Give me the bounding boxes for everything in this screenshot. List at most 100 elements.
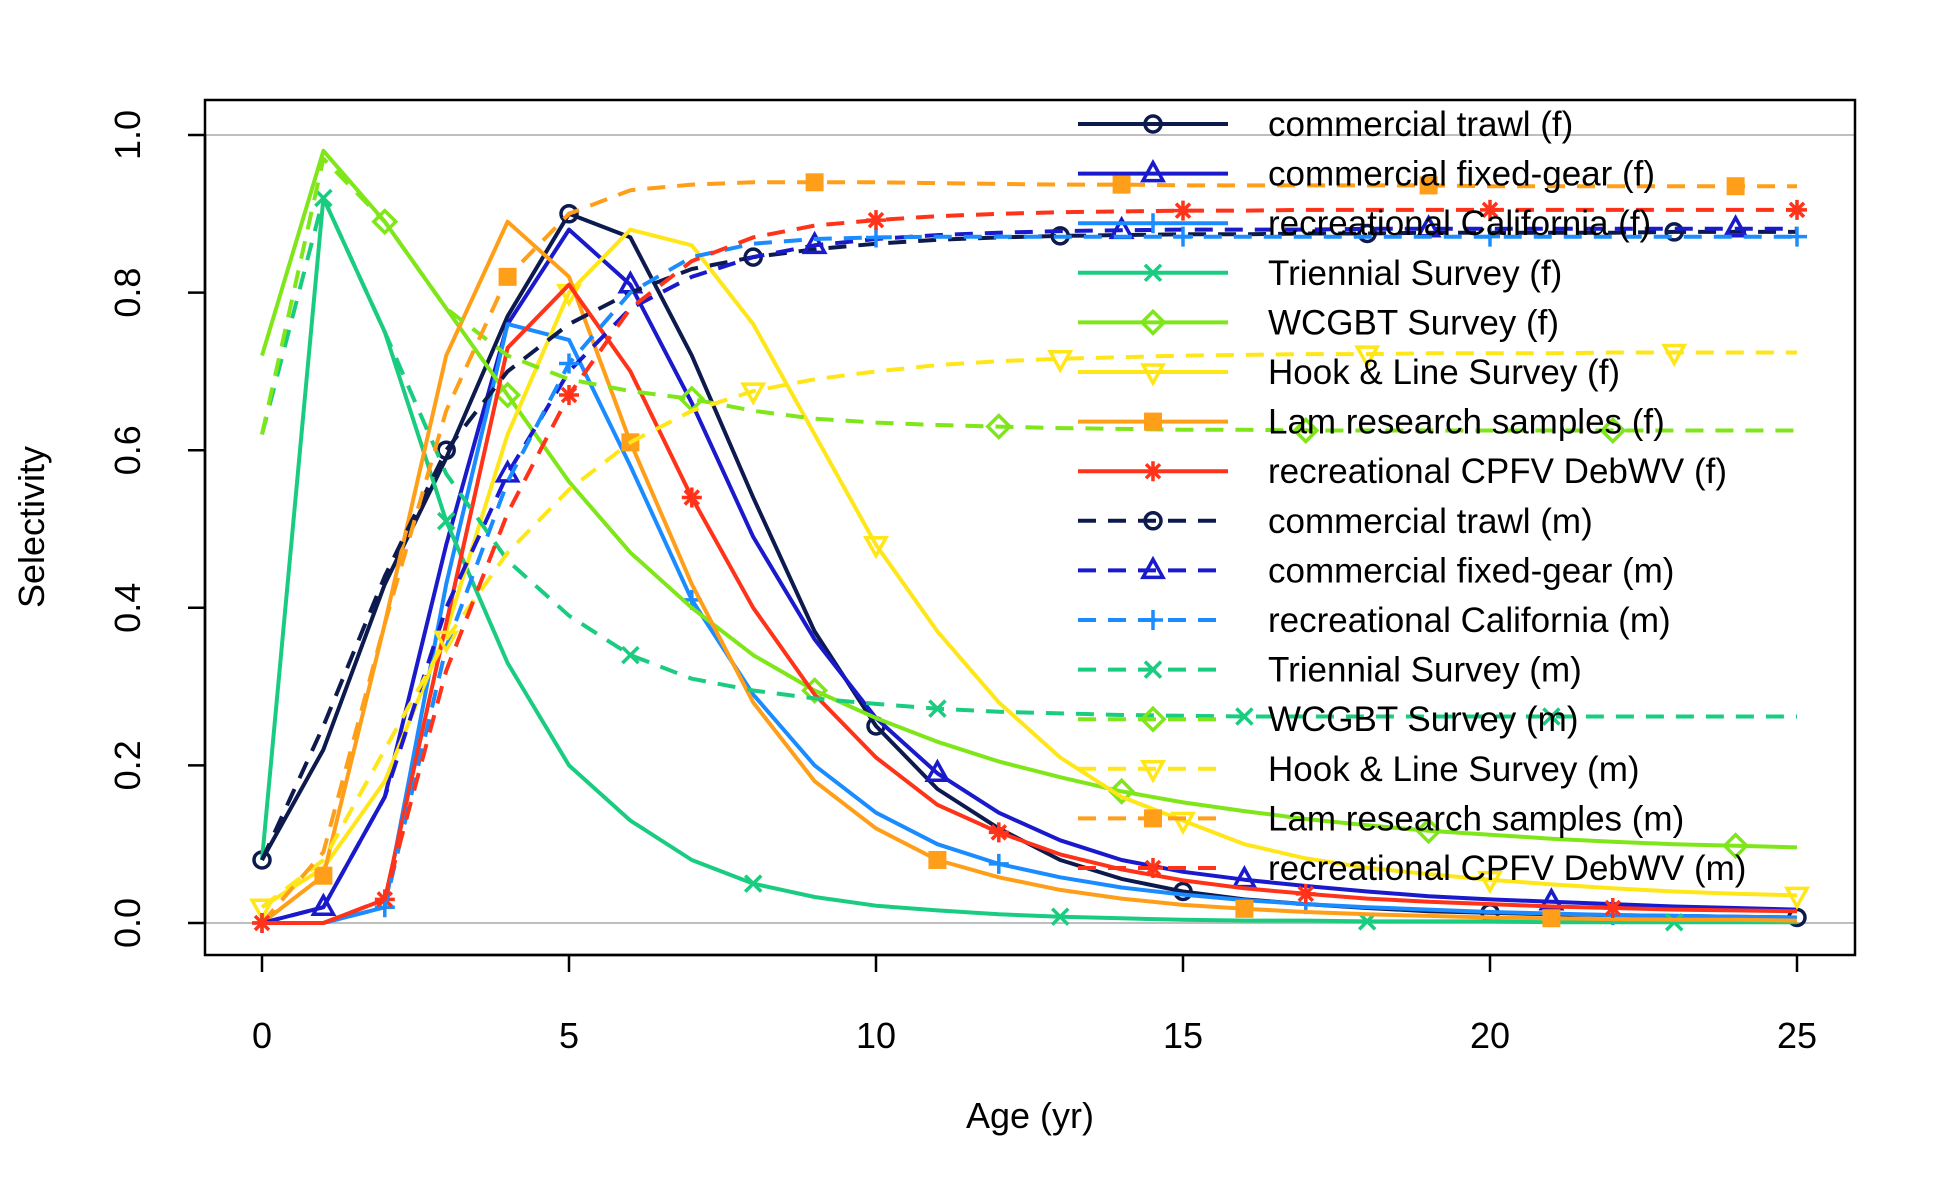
series-point [621,645,640,665]
legend-item: recreational California (m) [1078,601,1671,640]
y-axis: 0.0 0.2 0.4 0.6 0.8 1.0 [107,110,207,948]
series-point [1480,226,1500,247]
legend-label: commercial fixed-gear (f) [1268,155,1655,194]
y-tick-label: 0.0 [107,898,148,948]
series-point [866,210,886,231]
series-11 [252,226,1807,933]
series-point [1295,883,1316,904]
legend-marker [1143,660,1163,679]
y-tick-label: 0.8 [107,268,148,318]
series-line [262,234,1797,925]
series-point [1661,343,1688,368]
legend-marker [1144,809,1162,828]
series-line [260,156,1797,435]
series-point [805,173,824,192]
x-tick-label: 20 [1470,1015,1510,1056]
legend-marker [1143,511,1163,531]
series-line [262,322,1798,925]
legend-marker [1143,263,1163,283]
series-point [866,227,886,248]
series-point [1173,226,1193,247]
x-tick-label: 25 [1777,1015,1817,1056]
legend-label: WCGBT Survey (f) [1268,303,1559,342]
series-9 [260,222,1797,861]
legend-item: recreational California (f) [1078,204,1651,243]
legend-item: commercial fixed-gear (m) [1078,551,1674,590]
series-point [252,913,272,933]
legend-item: Triennial Survey (m) [1078,651,1582,690]
series-point [988,853,1009,874]
legend-item: Hook & Line Survey (m) [1078,750,1640,789]
series-point [1235,707,1254,726]
series-point [498,267,517,286]
x-tick-label: 0 [252,1015,272,1056]
legend-label: Triennial Survey (f) [1268,254,1562,293]
series-point [494,381,522,409]
legend-label: recreational California (f) [1268,204,1651,243]
legend-item: WCGBT Survey (m) [1078,700,1578,739]
series-13 [260,156,1797,444]
series-point [1602,898,1623,919]
series-point [928,850,947,869]
y-tick-label: 0.2 [107,740,148,790]
legend-marker [1143,461,1163,482]
legend-item: recreational CPFV DebWV (f) [1078,452,1727,491]
series-point [1354,345,1381,369]
series-point [1292,417,1320,444]
legend-marker [1144,412,1162,431]
series-point [436,440,456,460]
legend-label: commercial trawl (f) [1268,105,1573,144]
series-line [262,282,1798,925]
series-line [260,227,1798,909]
series-point [1112,175,1131,194]
x-tick-label: 5 [559,1015,579,1056]
series-point [1047,350,1074,374]
series-point [1170,811,1196,836]
series-14 [260,343,1797,909]
series-line [260,350,1797,909]
series-point [863,536,889,560]
series-point [1538,887,1565,911]
legend-label: recreational CPFV DebWV (f) [1268,452,1727,491]
series-point [988,822,1009,843]
y-tick-label: 1.0 [107,110,148,160]
series-line [261,227,1798,925]
x-axis: 0 5 10 15 20 25 [252,953,1817,1056]
series-point [436,511,456,531]
series-point [928,699,947,718]
series-point [314,188,333,208]
series-point [743,874,763,893]
series-point [559,385,579,406]
series-point [801,230,828,255]
series-line [260,196,1797,719]
legend-label: Triennial Survey (m) [1268,651,1582,690]
series-point [371,208,399,236]
legend-label: commercial trawl (m) [1268,502,1593,541]
series-line [260,196,1797,925]
series-point [1542,707,1561,726]
series-point [559,204,579,224]
series-point [1787,226,1807,247]
series-line [262,207,1797,925]
series-point [1231,865,1258,889]
legend-marker [1139,705,1167,733]
y-tick-label: 0.6 [107,425,148,475]
legend-marker [1140,158,1166,183]
series-4 [260,196,1797,932]
series-point [433,630,460,654]
series-point [1108,777,1136,805]
series-point [1477,870,1503,895]
series-point [740,382,767,406]
legend-marker [1140,555,1166,580]
legend-item: WCGBT Survey (f) [1078,303,1559,342]
series-point [1726,177,1745,196]
x-tick-label: 10 [856,1015,896,1056]
legend-label: recreational CPFV DebWV (m) [1268,849,1746,888]
legend-label: commercial fixed-gear (m) [1268,551,1674,590]
series-point [1173,881,1193,902]
legend-marker [1140,760,1166,784]
series-point [1050,907,1070,926]
legend-item: commercial trawl (f) [1078,105,1573,144]
series-point [1235,899,1254,918]
